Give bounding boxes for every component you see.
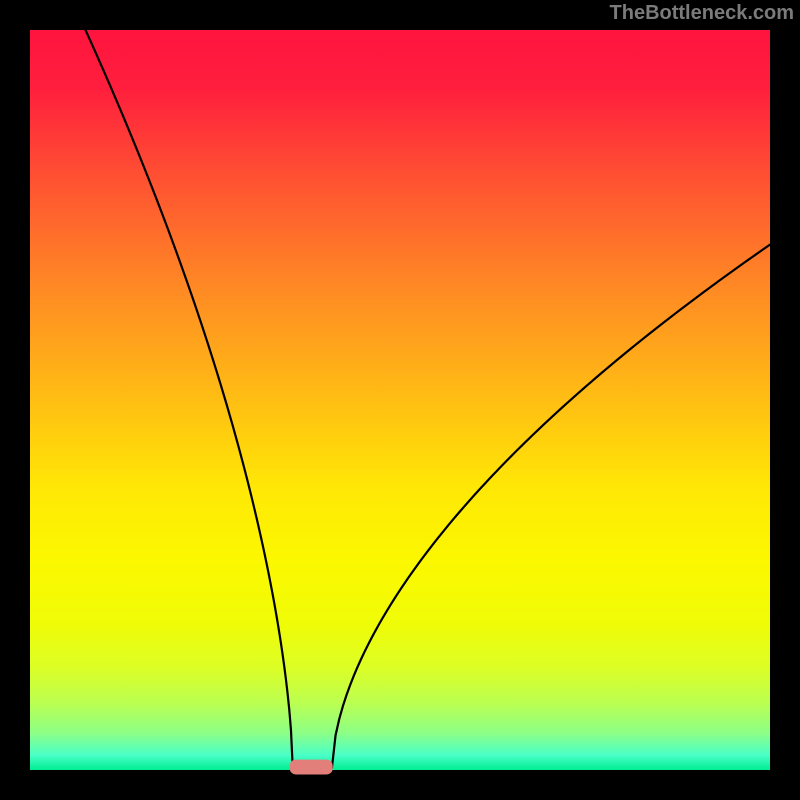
watermark-label: TheBottleneck.com (610, 2, 794, 25)
minimum-marker (290, 760, 333, 775)
bottleneck-curve-chart (0, 0, 800, 800)
chart-canvas: TheBottleneck.com (0, 0, 800, 800)
plot-background (30, 30, 770, 770)
